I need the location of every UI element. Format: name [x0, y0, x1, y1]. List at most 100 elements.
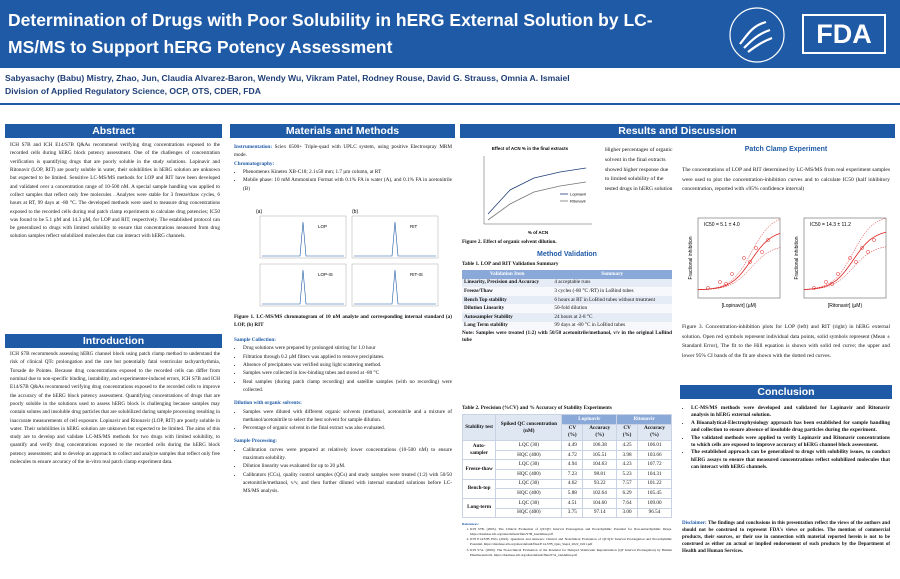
fit-curve [697, 233, 781, 291]
section-heading: Conclusion [680, 385, 892, 399]
methods-block: Sample Collection: Drug solutions were p… [234, 336, 452, 496]
curve [487, 181, 587, 221]
cell: 99 days at -80 °C in LoBind tubes [552, 321, 672, 331]
cell: Long Term stability [462, 321, 553, 331]
list-item: ICH S7A. (2000). The Non-Clinical Evalua… [470, 548, 672, 558]
cell: 4.62 [561, 478, 584, 490]
poster-title: Determination of Drugs with Poor Solubil… [8, 10, 653, 57]
ic50-label: IC50 = 14.3 ± 11.2 [810, 222, 851, 228]
cell: Freeze/Thaw [462, 287, 553, 296]
row: Freeze/Thaw 3 cycles (-80 °C /RT) in LoBi… [462, 287, 672, 296]
list: Drug solutions were prepared by prolonge… [234, 344, 452, 394]
conclusion: LC-MS/MS methods were developed and vali… [682, 405, 890, 472]
list-item: Calibration curves were prepared at rela… [243, 446, 452, 463]
data-point [730, 272, 734, 276]
caption: Table 1. LOP and RIT Validation Summary [462, 261, 559, 267]
list-item: Filtration through 0.2 µM filters was ap… [243, 353, 452, 361]
cell: HQC (400) [495, 449, 563, 461]
cell: HQC (400) [495, 469, 563, 480]
chart-title: Effect of ACN % in the final extracts [492, 146, 569, 151]
list-item: ICH S7B. (2005). The Clinical Evaluation… [470, 527, 672, 537]
group-cell: Long-term [461, 497, 497, 519]
ci-band [803, 217, 887, 290]
data-point [706, 286, 710, 290]
data-point [760, 250, 764, 254]
cell: 104.63 [582, 459, 618, 471]
chromatogram-trace [354, 269, 436, 305]
figure-2: Effect of ACN % in the final extracts Lo… [483, 146, 592, 235]
cell: Linearity, Precision and Accuracy [462, 278, 553, 288]
cell: 4.72 [561, 449, 584, 461]
row: Linearity, Precision and Accuracy 4 accep… [462, 278, 672, 288]
table-note: Note: Samples were treated (1:2) with 50… [462, 330, 672, 344]
drug-header: Ritonavir [616, 414, 672, 425]
cell: HQC (400) [495, 488, 563, 499]
caption: Table 2. Precision (%CV) and % Accuracy … [462, 405, 612, 411]
fda-logo: FDA [802, 14, 886, 54]
cell: 107.72 [636, 459, 673, 471]
cell: 3.98 [616, 449, 638, 461]
section-heading: Results and Discussion [460, 124, 895, 138]
header-row: CV (%) Accuracy (%) CV (%) Accuracy (%) [463, 423, 673, 442]
cell: 105.45 [636, 488, 673, 499]
cell: Dilution Linearity [462, 304, 553, 314]
cell: 4.49 [561, 440, 584, 451]
table-2: Stability test Spiked QC concentration (n… [461, 413, 673, 519]
data-point [718, 280, 722, 284]
figure-caption: Figure 2. Effect of organic solvent dilu… [462, 238, 672, 246]
list-item: Dilution linearity was evaluated for up … [243, 462, 452, 470]
drug-header: Lopinavir [561, 414, 618, 425]
list-item: Samples were collected in low-binding tu… [243, 369, 452, 377]
list-item: ICH E14/S7B IWG (2022). Questions and An… [470, 537, 672, 547]
cell: LQC (30) [495, 478, 563, 490]
cell: 105.51 [582, 449, 618, 461]
header-cell: CV (%) [616, 423, 638, 442]
ci-band [803, 246, 887, 290]
list-item: The established approach can be generali… [691, 449, 890, 471]
methods-block: Instrumentation: Sciex 6500+ Triple-quad… [234, 143, 452, 193]
cell: 6 hours at RT in LoBind tubes without tr… [552, 295, 672, 305]
caption: Figure 2. Effect of organic solvent dilu… [462, 239, 557, 245]
data-point [754, 246, 758, 250]
list-item: Samples were diluted with different orga… [243, 408, 452, 425]
header-cell: CV (%) [561, 423, 584, 442]
row: Bench-top LQC (30) 4.62 93.22 7.57 101.22 [461, 478, 673, 499]
row: Dilution Linearity 50-fold dilution [462, 304, 672, 314]
group-cell: Auto-sampler [461, 440, 497, 461]
cell: LQC (30) [495, 459, 563, 471]
list-item: Absence of precipitates was verified usi… [243, 361, 452, 369]
axis-label: Fractional inhibition [688, 236, 694, 279]
cell: 4 acceptable runs [552, 278, 672, 288]
cell: HQC (400) [495, 507, 563, 519]
cell: 98.81 [582, 469, 618, 480]
cell: 106.38 [582, 440, 618, 451]
figure-3: IC50 = 5.1 ± 4.0 [Lopinavir] (µM) Fraction… [688, 217, 887, 309]
peak-label: LOP [318, 224, 327, 229]
abstract-text: ICH S7B and ICH E14/S7B Q&As recommend v… [10, 142, 220, 240]
row: Bench Top stability 6 hours at RT in LoBi… [462, 295, 672, 305]
cell: 102.64 [582, 488, 618, 499]
data-point [860, 246, 864, 250]
cell: 104.31 [636, 469, 673, 480]
chromatogram-trace [262, 269, 344, 305]
cell: LQC (30) [495, 497, 563, 509]
group-cell: Bench-top [461, 478, 497, 499]
list: Phenomenex Kinetex XB-C18; 2.1x50 mm; 1.… [234, 168, 452, 193]
reference-list: ICH S7B. (2005). The Clinical Evaluation… [462, 527, 672, 558]
data-point [724, 282, 728, 286]
figure-caption: Figure 1. LC-MS/MS chromatogram of 10 nM… [234, 313, 452, 330]
cell: 7.64 [616, 497, 638, 509]
axis-label: Fractional inhibition [794, 236, 800, 279]
list: Calibration curves were prepared at rela… [234, 446, 452, 496]
header-row: Validation Item Summary [462, 270, 672, 279]
cell: 104.60 [582, 497, 618, 509]
cell: 4.51 [561, 497, 584, 509]
figure-note: Higher percentages of organic solvent in… [605, 147, 673, 193]
divider [0, 103, 900, 105]
plot-frame [697, 217, 781, 299]
row: Long Term stability 99 days at -80 °C in … [462, 321, 672, 331]
figure-caption: Figure 3. Concentration-inhibition plots… [682, 324, 890, 359]
axis-label: [Ritonavir] (µM) [828, 303, 863, 309]
data-point [812, 286, 816, 290]
